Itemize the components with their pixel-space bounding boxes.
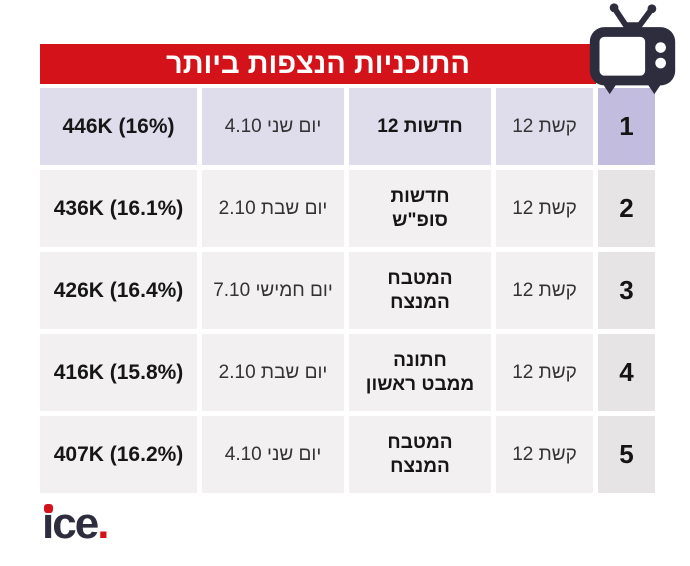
date-cell: יום שני 4.10 bbox=[202, 416, 344, 493]
date-cell: יום חמישי 7.10 bbox=[202, 252, 344, 329]
viewers-cell: 426K (16.4%) bbox=[40, 252, 197, 329]
viewers-cell: 407K (16.2%) bbox=[40, 416, 197, 493]
program-cell: חדשות סופ"ש bbox=[349, 170, 491, 247]
channel-cell: קשת 12 bbox=[496, 252, 593, 329]
program-cell: חתונה ממבט ראשון bbox=[349, 334, 491, 411]
date-cell: יום שבת 2.10 bbox=[202, 170, 344, 247]
program-cell: המטבח המנצח bbox=[349, 252, 491, 329]
channel-cell: קשת 12 bbox=[496, 334, 593, 411]
viewers-cell: 436K (16.1%) bbox=[40, 170, 197, 247]
program-cell: חדשות 12 bbox=[349, 88, 491, 165]
rank-cell: 5 bbox=[598, 416, 655, 493]
channel-cell: קשת 12 bbox=[496, 170, 593, 247]
channel-cell: קשת 12 bbox=[496, 88, 593, 165]
page-title: התוכניות הנצפות ביותר bbox=[166, 48, 470, 80]
rank-cell: 4 bbox=[598, 334, 655, 411]
ice-logo-letters: ce bbox=[52, 499, 99, 548]
date-cell: יום שבת 2.10 bbox=[202, 334, 344, 411]
program-cell: המטבח המנצח bbox=[349, 416, 491, 493]
rank-cell: 1 bbox=[598, 88, 655, 165]
ice-logo-i-stem: ı bbox=[42, 499, 54, 548]
channel-cell: קשת 12 bbox=[496, 416, 593, 493]
ice-logo-period: . bbox=[97, 499, 109, 548]
viewers-cell: 446K (16%) bbox=[40, 88, 197, 165]
tv-icon bbox=[584, 1, 681, 96]
ice-logo: ıce. bbox=[42, 499, 109, 548]
viewers-cell: 416K (15.8%) bbox=[40, 334, 197, 411]
ratings-table: 1 קשת 12 חדשות 12 יום שני 4.10 446K (16%… bbox=[40, 88, 655, 493]
title-bar: התוכניות הנצפות ביותר bbox=[40, 44, 596, 84]
rank-cell: 2 bbox=[598, 170, 655, 247]
rank-cell: 3 bbox=[598, 252, 655, 329]
date-cell: יום שני 4.10 bbox=[202, 88, 344, 165]
